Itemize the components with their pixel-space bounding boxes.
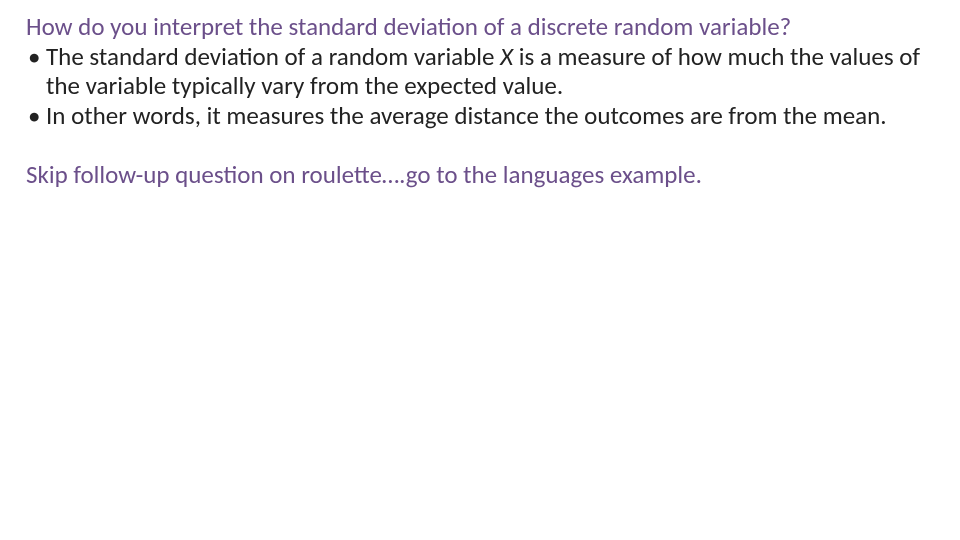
slide-note: Skip follow-up question on roulette….go …: [26, 160, 934, 190]
bullet-item: The standard deviation of a random varia…: [26, 42, 934, 101]
bullet-item: In other words, it measures the average …: [26, 101, 934, 131]
slide: How do you interpret the standard deviat…: [0, 0, 960, 540]
slide-heading: How do you interpret the standard deviat…: [26, 12, 934, 42]
bullet-text-var: X: [500, 41, 513, 72]
bullet-text-pre: In other words, it measures the average …: [46, 100, 887, 131]
bullet-list: The standard deviation of a random varia…: [26, 42, 934, 131]
bullet-text-pre: The standard deviation of a random varia…: [46, 41, 500, 72]
